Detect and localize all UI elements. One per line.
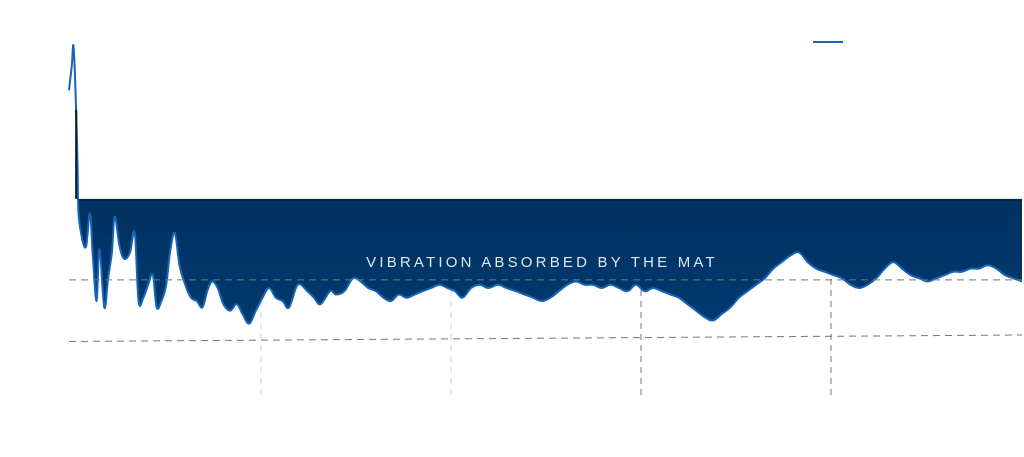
band-top-edge — [78, 198, 1022, 201]
series-line — [68, 43, 1023, 325]
annotation-text: VIBRATION ABSORBED BY THE MAT — [366, 254, 718, 271]
plot-area — [0, 0, 1024, 325]
lower-reference-line — [68, 334, 1023, 342]
reference-lines — [68, 279, 1023, 342]
absorbed-band-fill — [69, 44, 1022, 324]
band-top-mask — [0, 0, 1024, 199]
